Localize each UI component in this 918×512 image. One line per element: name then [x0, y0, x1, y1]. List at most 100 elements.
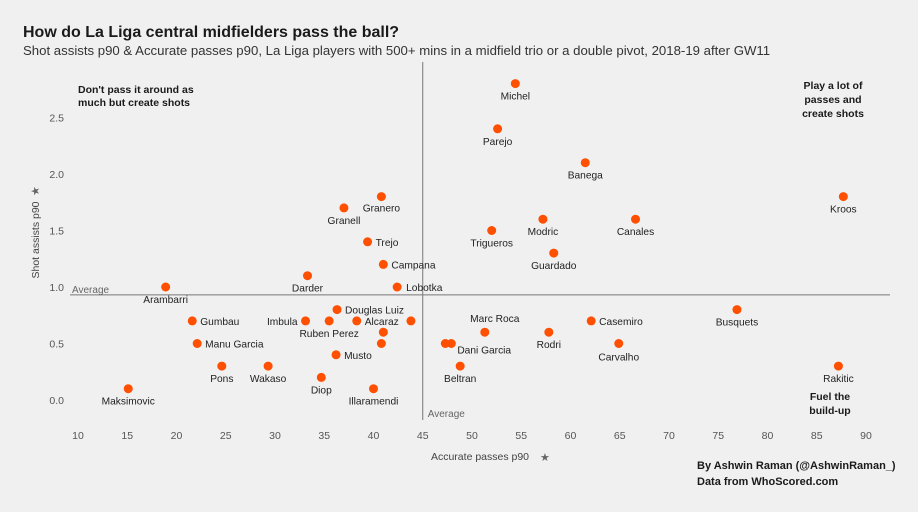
data-point: [440, 339, 450, 348]
data-point: [363, 237, 373, 247]
chart-title: How do La Liga central midfielders pass …: [23, 24, 399, 41]
point-labels: Michel Parejo Banega Kroos Canales Modric Trig…: [102, 92, 857, 408]
point-label: Michel: [501, 92, 530, 103]
data-point: [331, 350, 341, 360]
y-tick-label: 0.5: [49, 339, 64, 351]
data-points: [123, 79, 848, 394]
quadrant-label-top-right-1: Play a lot of: [804, 80, 863, 92]
x-tick-label: 15: [121, 430, 133, 442]
quadrant-label-bottom-right-1: Fuel the: [810, 391, 850, 403]
point-label: Carvalho: [598, 353, 639, 364]
data-point: [487, 226, 497, 235]
average-lines: Average Average: [70, 62, 890, 420]
point-label: Maksimovic: [102, 397, 155, 408]
pin-icon: ★: [540, 451, 550, 464]
point-label: Trejo: [376, 238, 399, 249]
x-tick-label: 30: [269, 430, 281, 442]
point-label: Casemiro: [599, 317, 643, 328]
point-label: Banega: [568, 171, 603, 182]
point-label: Trigueros: [470, 239, 513, 250]
data-point: [580, 158, 590, 168]
data-point: [406, 316, 416, 326]
data-point: [187, 316, 197, 326]
point-label: Musto: [344, 351, 372, 362]
y-tick-label: 1.5: [49, 226, 64, 238]
point-label: Kroos: [830, 205, 857, 216]
data-point: [549, 248, 559, 258]
data-point: [369, 384, 378, 394]
point-label: Busquets: [716, 318, 758, 329]
quadrant-top-left: Don't pass it around as much but create …: [78, 84, 194, 109]
x-tick-label: 10: [72, 430, 84, 442]
data-point: [316, 372, 326, 382]
x-tick-label: 80: [762, 430, 774, 442]
point-label: Rakitic: [823, 374, 854, 385]
data-point: [376, 339, 386, 348]
point-label: Gumbau: [200, 317, 239, 328]
point-label: Manu Garcia: [205, 340, 264, 351]
y-tick-label: 0.0: [49, 395, 64, 407]
quadrant-label-top-right-2: passes and: [804, 94, 861, 106]
point-label: Douglas Luiz: [345, 306, 404, 317]
data-point: [324, 316, 334, 326]
pin-icon: ★: [29, 186, 42, 196]
y-axis-label: Shot assists p90: [30, 201, 42, 278]
average-x-label: Average: [428, 409, 466, 420]
x-tick-label: 20: [171, 430, 183, 442]
point-label: Granell: [328, 216, 361, 227]
axis-ticks: 10 15 20 25 30 35 40 45 50 55 60 65 70 75 80 85 90 0.0 0.5…: [49, 113, 872, 443]
x-tick-label: 85: [811, 430, 823, 442]
credit-author: By Ashwin Raman (@AshwinRaman_): [697, 460, 896, 472]
data-point: [455, 361, 465, 371]
point-label: Darder: [292, 284, 324, 295]
average-y-label: Average: [72, 285, 110, 296]
x-tick-label: 50: [466, 430, 478, 442]
data-point: [339, 203, 349, 213]
data-point: [378, 327, 388, 337]
point-label: Ruben Perez: [299, 329, 358, 340]
data-point: [263, 361, 273, 371]
data-point: [838, 192, 848, 202]
quadrant-bottom-right: Fuel the build-up: [809, 391, 850, 417]
point-label: Wakaso: [250, 374, 287, 385]
y-tick-label: 2.0: [49, 169, 64, 181]
data-point: [631, 214, 641, 224]
data-point: [544, 327, 554, 337]
data-point: [538, 214, 548, 224]
quadrant-label-bottom-right-2: build-up: [809, 405, 850, 417]
x-tick-label: 75: [712, 430, 724, 442]
data-point: [586, 316, 596, 326]
data-point: [161, 282, 171, 292]
x-tick-label: 60: [565, 430, 577, 442]
point-label: Diop: [311, 385, 332, 396]
point-label: Rodri: [537, 340, 561, 351]
x-axis-label: Accurate passes p90: [431, 451, 529, 463]
quadrant-top-right: Play a lot of passes and create shots: [802, 80, 864, 120]
data-point: [376, 192, 386, 202]
x-tick-label: 65: [614, 430, 626, 442]
point-label: Granero: [363, 204, 401, 215]
x-tick-label: 70: [663, 430, 675, 442]
quadrant-label-top-left-2: much but create shots: [78, 97, 190, 109]
credit-source: Data from WhoScored.com: [697, 476, 838, 488]
quadrant-label-top-left-1: Don't pass it around as: [78, 84, 194, 96]
data-point: [217, 361, 227, 371]
data-point: [352, 316, 362, 326]
point-label: Canales: [617, 227, 654, 238]
data-point: [303, 271, 313, 281]
point-label: Alcaraz: [365, 317, 399, 328]
data-point: [732, 305, 742, 315]
data-point: [378, 259, 388, 269]
point-label: Pons: [210, 374, 233, 385]
data-point: [614, 339, 624, 348]
point-label: Illaramendi: [349, 397, 399, 408]
data-point: [332, 305, 342, 315]
data-point: [123, 384, 133, 394]
x-tick-label: 90: [860, 430, 872, 442]
quadrant-label-top-right-3: create shots: [802, 108, 864, 120]
point-label: Lobotka: [406, 283, 443, 294]
x-tick-label: 25: [220, 430, 232, 442]
data-point: [301, 316, 311, 326]
